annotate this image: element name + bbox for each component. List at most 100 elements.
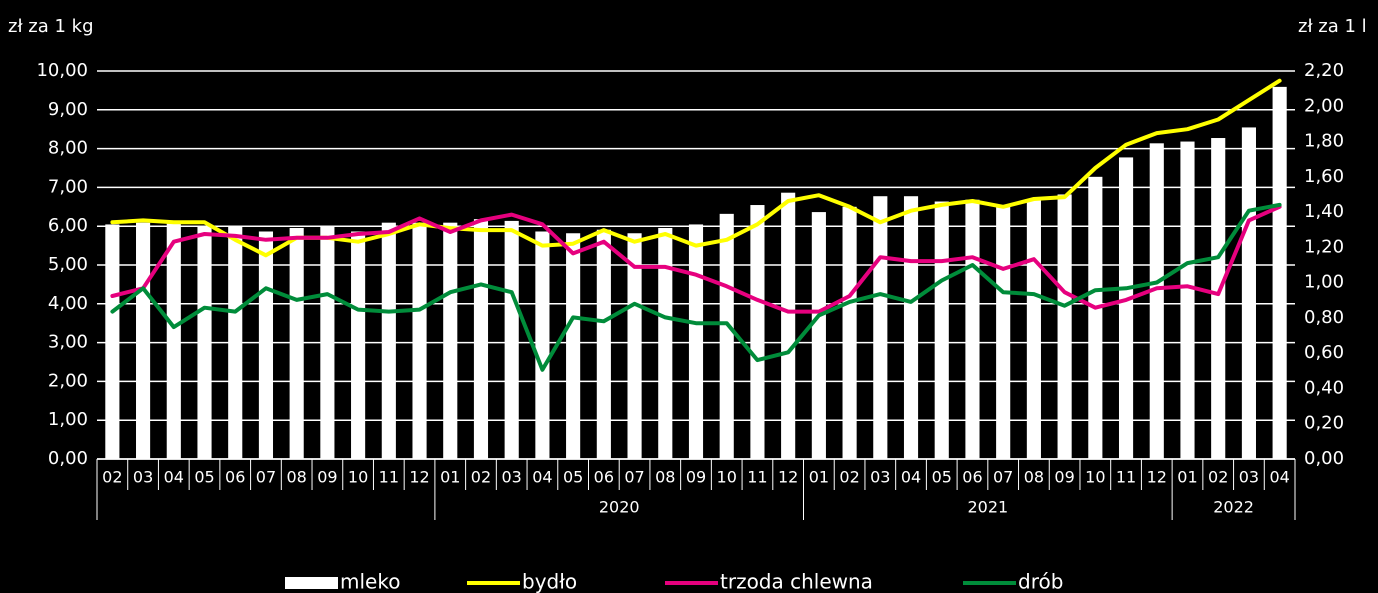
x-tick-label: 11 [379, 468, 399, 487]
y-tick-label: 3,00 [48, 332, 88, 353]
x-tick-label: 03 [1239, 468, 1259, 487]
x-tick-label: 07 [993, 468, 1013, 487]
x-tick-label: 11 [1116, 468, 1136, 487]
legend-label: bydło [522, 570, 577, 593]
bar [412, 222, 427, 459]
x-tick-label: 04 [164, 468, 184, 487]
bar [965, 199, 980, 459]
bar [873, 196, 888, 459]
x-tick-label: 04 [1269, 468, 1289, 487]
bar [1088, 176, 1103, 459]
y2-tick-label: 0,00 [1304, 448, 1344, 469]
bar [750, 205, 765, 459]
x-tick-label: 01 [440, 468, 460, 487]
bar [996, 205, 1011, 459]
bar [1026, 199, 1041, 459]
x-tick-label: 09 [686, 468, 706, 487]
bar [1149, 143, 1164, 460]
x-tick-label: 12 [1147, 468, 1167, 487]
x-tick-label: 02 [1208, 468, 1228, 487]
bar [781, 192, 796, 459]
bar [320, 226, 335, 459]
x-tick-label: 03 [870, 468, 890, 487]
y-tick-label: 1,00 [48, 409, 88, 430]
bar [842, 206, 857, 459]
group-label: 2020 [599, 498, 640, 517]
y2-tick-label: 0,40 [1304, 377, 1344, 398]
bar [381, 222, 396, 459]
line-series [110, 202, 1282, 372]
legend-label: trzoda chlewna [720, 570, 873, 593]
bar [105, 224, 120, 459]
x-tick-label: 03 [502, 468, 522, 487]
y2-tick-label: 0,20 [1304, 413, 1344, 434]
y-tick-label: 7,00 [48, 176, 88, 197]
bar [934, 201, 949, 459]
y2-tick-label: 1,20 [1304, 236, 1344, 257]
x-tick-label: 05 [194, 468, 214, 487]
y-tick-label: 8,00 [48, 138, 88, 159]
bar [351, 231, 366, 459]
x-tick-label: 09 [317, 468, 337, 487]
group-label: 2022 [1213, 498, 1254, 517]
bar [258, 231, 274, 459]
bar [719, 213, 734, 459]
bar [443, 222, 458, 459]
bar [811, 212, 826, 459]
bar [1057, 194, 1072, 460]
legend-label: drób [1018, 570, 1063, 593]
y-tick-label: 9,00 [48, 99, 88, 120]
y-tick-label: 6,00 [48, 215, 88, 236]
y-tick-label: 4,00 [48, 293, 88, 314]
x-tick-label: 07 [624, 468, 644, 487]
x-tick-label: 07 [256, 468, 276, 487]
y2-axis-label: zł za 1 l [1298, 16, 1367, 37]
y2-tick-label: 1,60 [1304, 166, 1344, 187]
bar [627, 233, 642, 459]
bar [1211, 138, 1226, 459]
x-tick-label: 02 [839, 468, 859, 487]
x-tick-label: 01 [809, 468, 829, 487]
bar [473, 219, 489, 459]
y2-tick-label: 0,60 [1304, 342, 1344, 363]
x-tick-label: 06 [594, 468, 614, 487]
x-tick-label: 03 [133, 468, 153, 487]
y-tick-label: 10,00 [36, 60, 88, 81]
x-tick-label: 01 [1177, 468, 1197, 487]
y2-tick-label: 0,80 [1304, 307, 1344, 328]
bar [1272, 86, 1287, 459]
x-tick-label: 08 [286, 468, 306, 487]
x-tick-label: 06 [225, 468, 245, 487]
x-tick-label: 06 [962, 468, 982, 487]
bar [136, 222, 151, 459]
x-tick-label: 12 [778, 468, 798, 487]
bar [1241, 127, 1256, 459]
x-tick-label: 08 [1024, 468, 1044, 487]
bar [535, 231, 550, 459]
bar [1180, 141, 1195, 459]
bar [903, 196, 919, 459]
bar [566, 233, 581, 459]
x-tick-label: 05 [932, 468, 952, 487]
bar [166, 222, 181, 459]
bar [658, 227, 673, 459]
y-tick-label: 0,00 [48, 448, 88, 469]
x-tick-label: 12 [409, 468, 429, 487]
x-tick-label: 10 [1085, 468, 1105, 487]
bar [197, 226, 212, 459]
group-label: 2021 [967, 498, 1008, 517]
y2-tick-label: 1,40 [1304, 201, 1344, 222]
x-tick-label: 11 [747, 468, 767, 487]
y-tick-label: 2,00 [48, 370, 88, 391]
x-tick-label: 02 [471, 468, 491, 487]
x-tick-label: 08 [655, 468, 675, 487]
x-tick-label: 09 [1054, 468, 1074, 487]
legend-label: mleko [340, 570, 400, 593]
y2-tick-label: 2,00 [1304, 95, 1344, 116]
bar [1118, 157, 1134, 459]
line-series [110, 204, 1282, 314]
legend-swatch [285, 577, 338, 589]
y-axis-label: zł za 1 kg [8, 16, 94, 37]
y-tick-label: 5,00 [48, 254, 88, 275]
